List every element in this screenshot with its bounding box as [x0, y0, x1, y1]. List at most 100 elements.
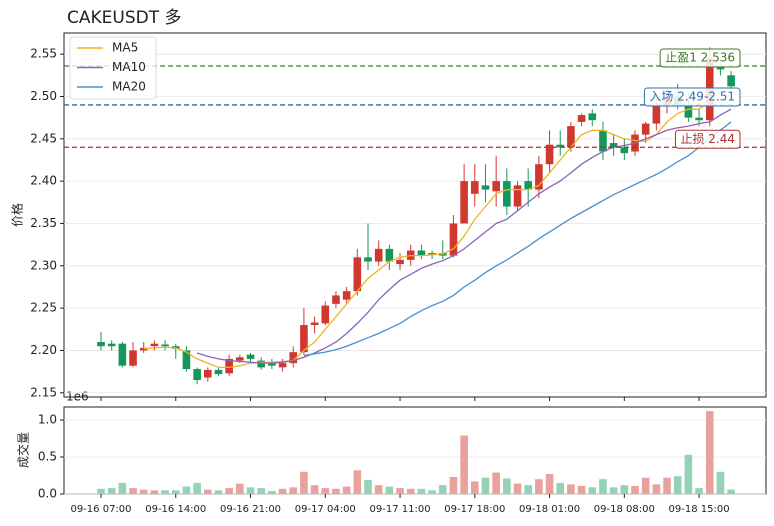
legend-label: MA20: [112, 80, 146, 94]
volume-bar: [332, 488, 340, 494]
volume-bar: [150, 490, 159, 494]
volume-bar: [193, 482, 201, 494]
y-tick-label: 0.5: [38, 450, 57, 464]
candle-body: [161, 344, 169, 347]
volume-bar: [652, 484, 661, 494]
candle-body: [417, 250, 426, 256]
y-tick-label: 2.30: [30, 258, 57, 272]
volume-bar: [107, 488, 116, 494]
volume-bar: [449, 476, 458, 494]
candle-body: [641, 123, 650, 135]
candle-body: [236, 357, 244, 361]
volume-bar: [139, 489, 148, 494]
candle-body: [460, 181, 468, 224]
x-tick-label: 09-16 07:00: [70, 504, 131, 515]
candle-body: [310, 322, 319, 326]
volume-bar: [396, 488, 404, 494]
volume-bar: [236, 483, 244, 494]
candle-body: [556, 144, 565, 148]
legend-label: MA5: [112, 41, 138, 55]
candle-body: [321, 305, 330, 324]
volume-bar: [556, 482, 565, 494]
candle-body: [588, 113, 597, 121]
candle-body: [268, 363, 276, 366]
volume-bar: [503, 478, 511, 494]
y-tick-label: 2.35: [30, 216, 57, 230]
volume-bar: [171, 490, 180, 494]
y-tick-label: 2.55: [30, 47, 57, 61]
y-tick-label: 2.20: [30, 343, 57, 357]
candle-body: [107, 343, 116, 347]
candle-body: [118, 343, 127, 366]
volume-bar: [460, 435, 468, 494]
volume-bar: [492, 472, 500, 494]
candle-body: [332, 295, 340, 304]
y-tick-label: 2.40: [30, 174, 57, 188]
candle-body: [620, 147, 629, 154]
volume-bar: [118, 482, 127, 494]
volume-bar: [684, 454, 693, 494]
candle-body: [300, 325, 308, 353]
offset-text: 1e6: [66, 390, 89, 404]
x-tick-label: 09-17 18:00: [444, 504, 505, 515]
volume-bar: [289, 487, 298, 494]
volume-bar: [342, 486, 351, 494]
volume-bar: [310, 485, 319, 494]
volume-bar: [129, 488, 137, 494]
volume-bar: [374, 485, 383, 494]
volume-bar: [353, 470, 362, 494]
x-tick-label: 09-18 15:00: [669, 504, 730, 515]
candle-body: [225, 358, 233, 374]
candle-body: [289, 352, 298, 364]
volume-bar: [246, 487, 255, 494]
candle-body: [727, 75, 735, 87]
y-tick-label: 2.15: [30, 385, 57, 399]
volume-bar: [225, 488, 233, 494]
candle-body: [374, 248, 383, 262]
candle-body: [428, 253, 436, 255]
volume-bar: [406, 488, 415, 494]
candle-body: [129, 350, 137, 366]
candle-body: [695, 117, 703, 121]
candle-body: [577, 115, 586, 122]
y-axis-label: 价格: [10, 203, 25, 227]
volume-bar: [214, 490, 223, 494]
candle-body: [214, 369, 223, 375]
x-tick-label: 09-16 14:00: [145, 504, 206, 515]
volume-bar: [545, 474, 554, 494]
volume-bar: [599, 479, 607, 494]
volume-bar: [428, 490, 436, 494]
y-tick-label: 2.45: [30, 131, 57, 145]
volume-bar: [417, 488, 426, 494]
x-tick-label: 09-17 11:00: [370, 504, 431, 515]
ma-line: [303, 121, 732, 357]
volume-bar: [609, 487, 618, 494]
chart-title: CAKEUSDT 多: [67, 8, 182, 28]
ma-line: [143, 87, 732, 369]
x-tick-label: 09-16 21:00: [220, 504, 281, 515]
candle-body: [449, 223, 458, 256]
volume-bar: [513, 483, 522, 494]
volume-bar: [705, 411, 714, 494]
volume-bar: [524, 485, 532, 494]
x-tick-label: 09-18 08:00: [594, 504, 655, 515]
volume-bar: [481, 477, 490, 494]
level-label: 止损 2.44: [680, 132, 735, 146]
volume-bar: [268, 491, 276, 494]
candle-body: [97, 341, 105, 347]
volume-bar: [535, 479, 543, 494]
candle-body: [652, 104, 661, 124]
candle-body: [716, 66, 725, 70]
candle-body: [193, 369, 201, 381]
candle-body: [567, 126, 575, 148]
candle-body: [503, 181, 511, 207]
candle-body: [396, 259, 404, 265]
volume-bar: [695, 488, 703, 494]
candle-body: [492, 181, 500, 192]
volume-bar: [97, 488, 105, 494]
y-tick-label: 2.25: [30, 301, 57, 315]
volume-bar: [620, 485, 629, 494]
candle-body: [364, 257, 372, 262]
candle-body: [139, 347, 148, 351]
